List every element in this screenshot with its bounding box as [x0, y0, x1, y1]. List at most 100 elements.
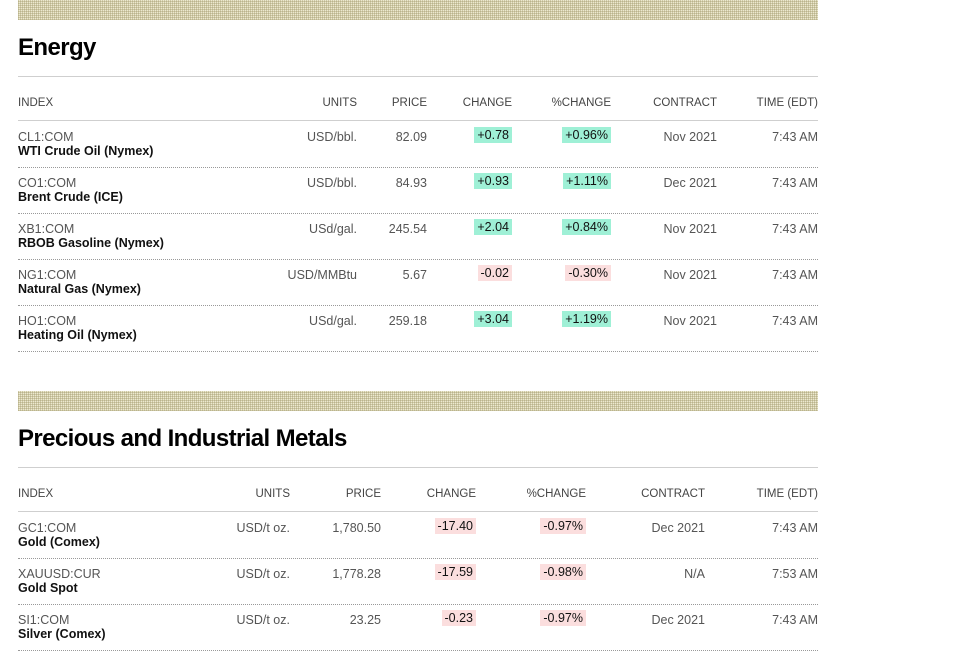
instrument-name[interactable]: Heating Oil (Nymex) [18, 328, 137, 342]
table-row[interactable]: HO1:COM Heating Oil (Nymex) USd/gal. 259.18… [18, 305, 818, 352]
contract-cell: Dec 2021 [663, 176, 717, 190]
units-cell: USD/bbl. [306, 130, 357, 144]
table-row[interactable]: NG1:COM Natural Gas (Nymex) USD/MMBtu 5.67 -… [18, 259, 818, 306]
instrument-name[interactable]: Brent Crude (ICE) [18, 190, 123, 204]
time-cell: 7:43 AM [772, 222, 818, 236]
ticker-link[interactable]: XAUUSD:CUR [18, 567, 101, 581]
table-header: INDEX UNITS PRICE CHANGE %CHANGE CONTRAC… [18, 97, 818, 113]
col-price[interactable]: PRICE [391, 97, 427, 109]
ticker-link[interactable]: NG1:COM [18, 268, 77, 282]
pct-change-badge: -0.97% [540, 610, 586, 626]
ticker-link[interactable]: GC1:COM [18, 521, 77, 535]
ticker-link[interactable]: SI1:COM [18, 613, 70, 627]
ticker-link[interactable]: HO1:COM [18, 314, 77, 328]
col-pct-change[interactable]: %CHANGE [551, 97, 611, 109]
pct-change-badge: -0.98% [540, 564, 586, 580]
section-title-metals: Precious and Industrial Metals [18, 425, 347, 452]
col-time[interactable]: TIME (EDT) [756, 97, 818, 109]
table-row[interactable]: XAUUSD:CUR Gold Spot USD/t oz. 1,778.28 -17.… [18, 558, 818, 605]
price-cell: 5.67 [402, 268, 427, 282]
contract-cell: Dec 2021 [651, 521, 705, 535]
change-cell: -17.40 [434, 518, 476, 534]
ticker-link[interactable]: CO1:COM [18, 176, 77, 190]
change-cell: +3.04 [474, 311, 512, 327]
change-cell: -17.59 [434, 564, 476, 580]
ticker-link[interactable]: CL1:COM [18, 130, 74, 144]
divider [18, 120, 818, 121]
change-badge: +0.78 [474, 127, 512, 143]
section-divider-stripe [18, 391, 818, 411]
col-units[interactable]: UNITS [255, 488, 291, 500]
table-row[interactable]: XB1:COM RBOB Gasoline (Nymex) USd/gal. 245.… [18, 213, 818, 260]
change-cell: -0.02 [477, 265, 512, 281]
pct-change-cell: +0.96% [562, 127, 611, 143]
col-contract[interactable]: CONTRACT [641, 488, 705, 500]
col-pct-change[interactable]: %CHANGE [526, 488, 586, 500]
instrument-name[interactable]: RBOB Gasoline (Nymex) [18, 236, 164, 250]
contract-cell: Nov 2021 [663, 314, 717, 328]
col-index[interactable]: INDEX [18, 97, 54, 109]
change-badge: +0.93 [474, 173, 512, 189]
change-badge: -0.23 [441, 610, 476, 626]
pct-change-cell: -0.97% [540, 518, 586, 534]
pct-change-badge: +0.84% [562, 219, 611, 235]
instrument-name[interactable]: WTI Crude Oil (Nymex) [18, 144, 154, 158]
table-row[interactable]: SI1:COM Silver (Comex) USD/t oz. 23.25 -0.23… [18, 604, 818, 651]
time-cell: 7:43 AM [772, 521, 818, 535]
col-price[interactable]: PRICE [345, 488, 381, 500]
price-cell: 84.93 [395, 176, 427, 190]
units-cell: USd/gal. [309, 314, 357, 328]
col-change[interactable]: CHANGE [462, 97, 512, 109]
change-cell: +2.04 [474, 219, 512, 235]
pct-change-badge: -0.30% [565, 265, 611, 281]
instrument-name[interactable]: Natural Gas (Nymex) [18, 282, 141, 296]
section-title-energy: Energy [18, 34, 96, 61]
contract-cell: Dec 2021 [651, 613, 705, 627]
energy-section: Energy INDEX UNITS PRICE CHANGE %CHANGE … [18, 0, 818, 360]
time-cell: 7:43 AM [772, 314, 818, 328]
pct-change-cell: +0.84% [562, 219, 611, 235]
table-row[interactable]: CL1:COM WTI Crude Oil (Nymex) USD/bbl. 82.0… [18, 121, 818, 168]
table-row[interactable]: CO1:COM Brent Crude (ICE) USD/bbl. 84.93 +0.… [18, 167, 818, 214]
pct-change-cell: -0.98% [540, 564, 586, 580]
divider [18, 467, 818, 468]
pct-change-badge: +0.96% [562, 127, 611, 143]
divider [18, 76, 818, 77]
time-cell: 7:43 AM [772, 130, 818, 144]
units-cell: USd/gal. [309, 222, 357, 236]
price-cell: 23.25 [349, 613, 381, 627]
price-cell: 82.09 [395, 130, 427, 144]
pct-change-badge: -0.97% [540, 518, 586, 534]
units-cell: USD/t oz. [236, 521, 291, 535]
price-cell: 245.54 [388, 222, 427, 236]
price-cell: 1,780.50 [332, 521, 381, 535]
change-badge: -17.59 [434, 564, 476, 580]
price-cell: 1,778.28 [332, 567, 381, 581]
metals-section: Precious and Industrial Metals INDEX UNI… [18, 391, 818, 654]
instrument-name[interactable]: Gold (Comex) [18, 535, 100, 549]
instrument-name[interactable]: Gold Spot [18, 581, 78, 595]
table-row[interactable]: GC1:COM Gold (Comex) USD/t oz. 1,780.50 -17.… [18, 512, 818, 559]
units-cell: USD/MMBtu [287, 268, 357, 282]
change-badge: -0.02 [477, 265, 512, 281]
change-cell: +0.93 [474, 173, 512, 189]
contract-cell: Nov 2021 [663, 268, 717, 282]
change-cell: -0.23 [441, 610, 476, 626]
pct-change-cell: +1.11% [563, 173, 611, 189]
change-badge: +2.04 [474, 219, 512, 235]
pct-change-cell: -0.97% [540, 610, 586, 626]
change-badge: -17.40 [434, 518, 476, 534]
time-cell: 7:43 AM [772, 613, 818, 627]
col-index[interactable]: INDEX [18, 488, 54, 500]
pct-change-cell: +1.19% [562, 311, 611, 327]
contract-cell: Nov 2021 [663, 130, 717, 144]
units-cell: USD/bbl. [306, 176, 357, 190]
instrument-name[interactable]: Silver (Comex) [18, 627, 106, 641]
col-change[interactable]: CHANGE [426, 488, 476, 500]
col-time[interactable]: TIME (EDT) [756, 488, 818, 500]
col-units[interactable]: UNITS [322, 97, 358, 109]
time-cell: 7:53 AM [772, 567, 818, 581]
ticker-link[interactable]: XB1:COM [18, 222, 75, 236]
col-contract[interactable]: CONTRACT [653, 97, 717, 109]
time-cell: 7:43 AM [772, 268, 818, 282]
